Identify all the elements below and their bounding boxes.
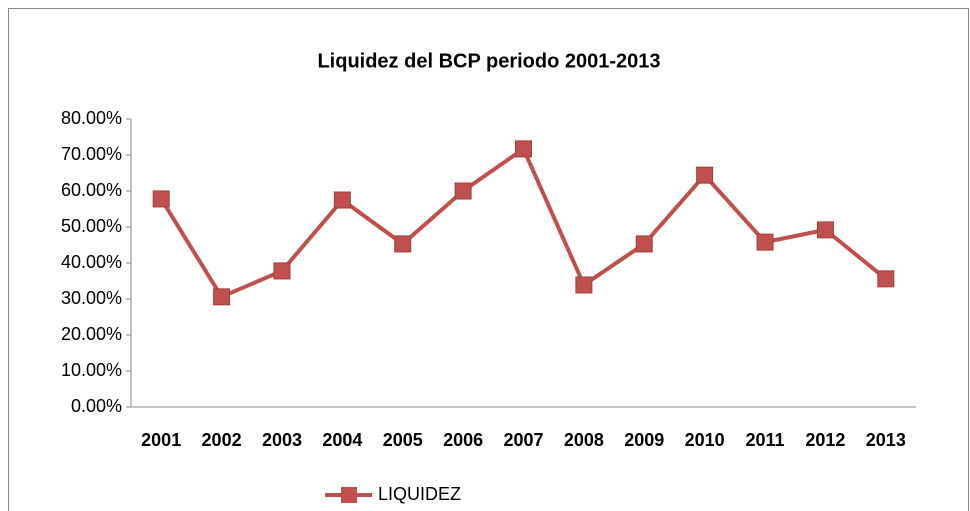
marker: [333, 191, 351, 209]
x-tick-label: 2008: [564, 430, 604, 450]
x-tick-label: 2005: [383, 430, 423, 450]
x-tick-label: 2013: [866, 430, 906, 450]
y-tick-label: 30.00%: [61, 288, 122, 308]
x-tick-label: 2004: [322, 430, 362, 450]
x-tick-label: 2007: [503, 430, 543, 450]
y-tick-label: 20.00%: [61, 324, 122, 344]
marker: [152, 190, 170, 208]
marker: [575, 276, 593, 294]
legend-label: LIQUIDEZ: [378, 484, 461, 504]
x-tick-label: 2001: [141, 430, 181, 450]
x-tick-label: 2002: [202, 430, 242, 450]
y-tick-label: 40.00%: [61, 252, 122, 272]
y-tick-label: 80.00%: [61, 108, 122, 128]
chart-title: Liquidez del BCP periodo 2001-2013: [317, 50, 660, 72]
marker: [816, 221, 834, 239]
marker: [213, 288, 231, 306]
y-tick-label: 60.00%: [61, 180, 122, 200]
marker: [273, 262, 291, 280]
marker: [454, 182, 472, 200]
y-tick-label: 10.00%: [61, 360, 122, 380]
y-tick-label: 70.00%: [61, 144, 122, 164]
marker: [696, 166, 714, 184]
legend-marker: [341, 487, 357, 503]
x-tick-label: 2012: [805, 430, 845, 450]
y-tick-label: 0.00%: [71, 396, 122, 416]
marker: [394, 235, 412, 253]
x-tick-label: 2010: [685, 430, 725, 450]
marker: [756, 233, 774, 251]
x-tick-label: 2009: [624, 430, 664, 450]
x-tick-label: 2011: [746, 430, 785, 450]
marker: [635, 235, 653, 253]
marker: [515, 140, 532, 158]
y-tick-label: 50.00%: [61, 216, 122, 236]
x-tick-label: 2006: [443, 430, 483, 450]
marker: [877, 270, 895, 288]
x-tick-label: 2003: [262, 430, 302, 450]
chart-frame: [8, 8, 969, 511]
